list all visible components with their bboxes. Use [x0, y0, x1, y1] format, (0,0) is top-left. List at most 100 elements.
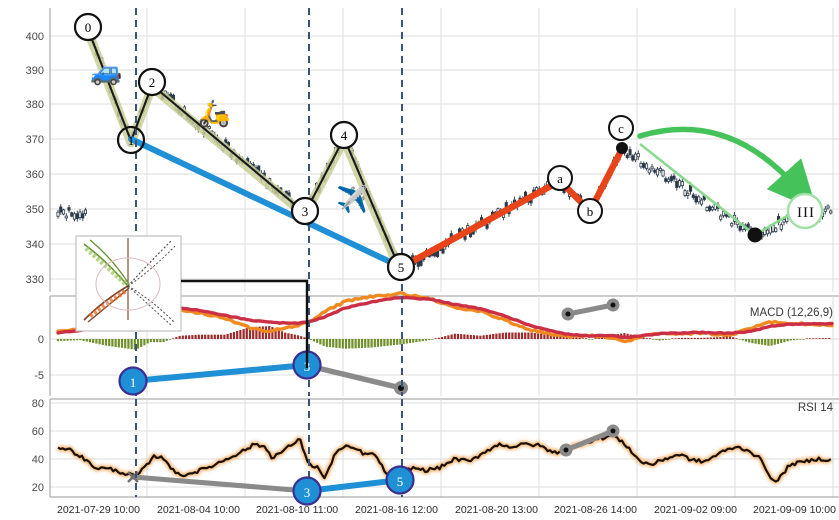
macd-histogram-bar [364, 339, 367, 348]
thumbnail-connector [181, 279, 309, 368]
macd-histogram-bar [210, 334, 213, 339]
macd-histogram-bar [127, 339, 130, 349]
macd-histogram-bar [802, 339, 805, 340]
xtick-5: 2021-08-26 14:00 [554, 504, 637, 516]
wave-label-c[interactable]: c [608, 115, 634, 141]
pattern-thumbnail[interactable] [75, 235, 309, 368]
rsi-wave-label-3[interactable]: 3 [292, 476, 322, 506]
wave-label-5-text: 5 [398, 260, 405, 275]
macd-histogram-bar [236, 331, 239, 339]
macd-histogram-bar [312, 339, 316, 342]
macd-histogram-bar [197, 334, 200, 339]
macd-histogram-bar [351, 339, 354, 349]
wave-label-1[interactable]: 1 [116, 125, 146, 155]
macd-histogram-bar [226, 333, 229, 339]
macd-histogram-bar [111, 339, 114, 347]
candle [829, 209, 833, 215]
macd-histogram-bar [66, 339, 69, 341]
macd-histogram-bar [719, 337, 722, 339]
macd-histogram-bar [415, 339, 418, 343]
rsi-wave-label-5[interactable]: 5 [385, 465, 415, 495]
wave-label-5[interactable]: 5 [386, 252, 416, 282]
candle [75, 210, 79, 222]
macd-histogram-bar [245, 328, 248, 339]
macd-histogram-bar [440, 337, 444, 339]
candle [730, 221, 734, 228]
candle [661, 168, 665, 178]
macd-histogram-bar [104, 339, 108, 346]
wave-label-a[interactable]: a [547, 165, 573, 191]
macd-histogram-bar [690, 337, 693, 339]
airplane-emoji: ✈️ [336, 183, 368, 214]
wave-label-2-text: 2 [149, 75, 156, 90]
candle [823, 206, 827, 215]
macd-panel: 0 -5 1 3 MACD (12,26,9) [34, 291, 839, 396]
macd-histogram-bar [488, 334, 492, 339]
wave-label-4[interactable]: 4 [329, 120, 359, 150]
macd-histogram-bar [325, 339, 328, 347]
wave-label-2[interactable]: 2 [137, 67, 167, 97]
wave-label-3[interactable]: 3 [290, 196, 320, 226]
macd-histogram-bar [783, 339, 786, 343]
macd-histogram-bar [796, 339, 799, 340]
macd-histogram-bar [287, 333, 290, 339]
candle [67, 205, 71, 213]
candle [672, 173, 676, 182]
macd-histogram-bar [492, 334, 495, 339]
macd-histogram-bar [165, 339, 168, 341]
macd-histogram-bar [728, 336, 732, 339]
macd-histogram-bar [741, 339, 744, 341]
macd-histogram-bar [447, 335, 450, 339]
macd-histogram-bar [498, 333, 501, 339]
macd-histogram-bar [60, 339, 63, 341]
macd-histogram-bar [754, 339, 757, 344]
macd-histogram-bar [533, 332, 536, 339]
macd-histogram-bar [194, 334, 197, 339]
forecast-pivot-dot [747, 227, 763, 243]
macd-histogram-bar [677, 338, 680, 339]
macd-histogram-bar [463, 334, 466, 339]
macd-histogram-bar [191, 335, 194, 339]
macd-histogram-bar [453, 333, 456, 339]
candle [691, 192, 695, 200]
macd-histogram-bar [828, 338, 831, 339]
macd-histogram-bar [204, 334, 207, 339]
macd-histogram-bar [767, 339, 770, 346]
macd-histogram-bar [472, 335, 476, 339]
macd-histogram-bar [383, 339, 386, 347]
wave-label-0-text: 0 [85, 20, 92, 35]
macd-histogram-bar [341, 339, 344, 349]
macd-histogram-bar [591, 339, 594, 340]
macd-histogram-bar [120, 339, 124, 348]
macd-histogram-bar [335, 339, 338, 348]
macd-histogram-bar [668, 339, 671, 340]
macd-histogram-bar [543, 333, 546, 339]
macd-histogram-bar [773, 339, 776, 345]
motive-wave-line [87, 28, 401, 270]
macd-histogram-bar [821, 338, 824, 339]
macd-wave-label-1[interactable]: 1 [118, 366, 148, 396]
macd-histogram-bar [594, 338, 597, 339]
macd-histogram-bar [338, 339, 341, 349]
macd-histogram-bar [524, 332, 527, 339]
macd-histogram-bar [216, 334, 220, 339]
wave-label-0[interactable]: 0 [73, 12, 103, 42]
macd-histogram-bar [760, 339, 764, 345]
wave-label-III[interactable]: III [786, 192, 824, 230]
macd-histogram-bar [124, 339, 127, 349]
macd-histogram-bar [296, 335, 300, 339]
macd-histogram-bar [389, 339, 392, 346]
macd-histogram-bar [370, 339, 373, 348]
car-emoji: 🚙 [90, 56, 122, 87]
candle [650, 164, 654, 172]
candle [675, 178, 679, 191]
candle [625, 153, 629, 160]
ytick-price-370: 370 [26, 134, 44, 146]
macd-histogram-bar [220, 334, 223, 339]
wave-label-b[interactable]: b [577, 198, 603, 224]
macd-histogram-bar [290, 333, 293, 339]
macd-wave-label-1-text: 1 [130, 375, 137, 390]
macd-histogram-bar [536, 333, 540, 339]
macd-histogram-bar [556, 334, 559, 339]
